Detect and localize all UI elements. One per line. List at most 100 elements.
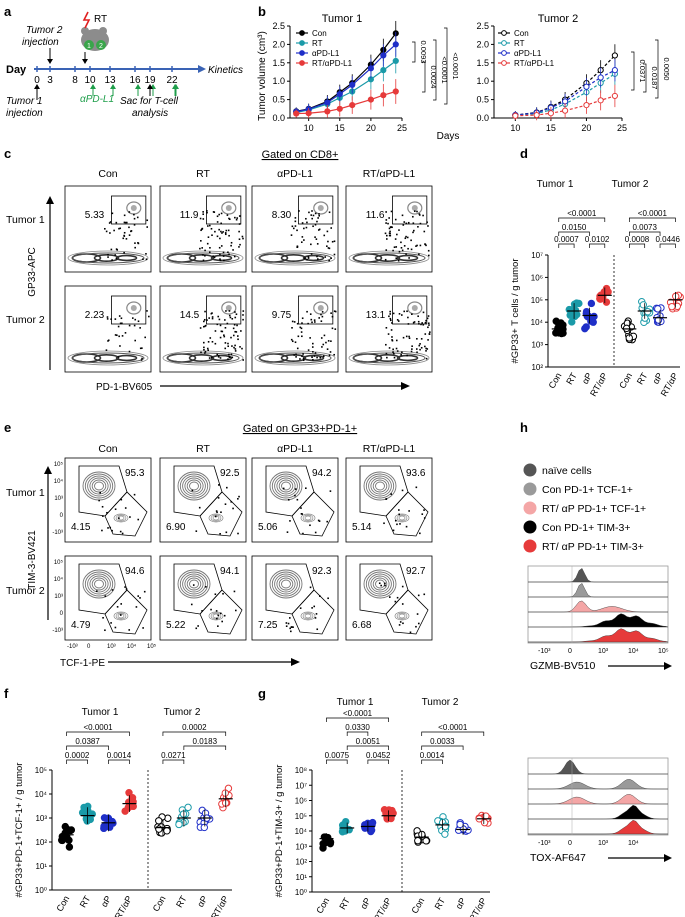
positive-cluster-core (411, 205, 418, 211)
data-point (100, 814, 109, 822)
y-tick-label: 2.5 (272, 21, 285, 31)
event-dot (106, 318, 109, 320)
y-tick-label: 10⁶ (531, 273, 543, 282)
event-dot (232, 507, 234, 510)
event-dot (239, 243, 241, 246)
event-dot (289, 520, 291, 522)
gate-percentage: 11.9 (180, 210, 199, 221)
event-dot (306, 258, 308, 261)
event-dot (415, 245, 417, 247)
event-dot (329, 351, 332, 353)
event-dot (219, 532, 221, 535)
positive-cluster (407, 301, 423, 315)
event-dot (230, 244, 232, 247)
event-dot (191, 489, 194, 492)
event-dot (285, 625, 288, 628)
event-dot (108, 222, 111, 224)
event-dot (302, 353, 304, 355)
event-dot (208, 317, 210, 319)
event-dot (318, 520, 321, 522)
data-point (568, 318, 576, 326)
x-tick-label: 15 (335, 123, 345, 133)
event-dot (388, 217, 390, 219)
event-dot (140, 359, 143, 361)
event-dot (307, 256, 310, 258)
panel-c-flow-grid: Con RT αPD-L1 RT/αPD-L1 Tumor 1 Tumor 2 5.33 11… (6, 168, 433, 393)
event-dot (236, 324, 238, 327)
legend-marker (299, 40, 305, 46)
contour-band (71, 352, 145, 364)
event-dot (210, 608, 212, 611)
e-y-tick: -10³ (52, 628, 63, 634)
data-point (293, 110, 300, 117)
pvalue-label: 0.0050 (662, 58, 671, 81)
event-dot (289, 627, 291, 630)
event-dot (389, 313, 392, 315)
event-dot (216, 617, 218, 620)
event-dot (219, 357, 222, 359)
histogram-1 (528, 583, 668, 598)
event-dot (290, 234, 293, 236)
event-dot (314, 617, 317, 619)
event-dot (388, 234, 391, 237)
g-tumor2-label: Tumor 2 (422, 697, 459, 708)
data-point (305, 110, 312, 117)
contour-line (91, 577, 107, 591)
pvalue-bracket (66, 745, 109, 750)
tim3-percentage: 93.6 (406, 468, 426, 479)
y-axis-label: #GP33+ T cells / g tumor (510, 259, 521, 364)
x-category-label: RT (564, 371, 579, 387)
event-dot (384, 584, 386, 587)
contour-band (258, 352, 332, 364)
x-tick-label: 25 (397, 123, 407, 133)
event-dot (233, 590, 236, 593)
event-dot (305, 217, 307, 220)
event-dot (418, 214, 421, 216)
event-dot (287, 622, 290, 625)
tcf1-percentage: 6.68 (352, 620, 372, 631)
event-dot (208, 224, 211, 227)
event-dot (204, 352, 206, 354)
event-dot (226, 486, 228, 489)
event-dot (101, 529, 103, 532)
event-dot (330, 312, 332, 314)
event-dot (98, 499, 100, 502)
event-dot (119, 614, 122, 616)
days-xlabel: Days (437, 131, 460, 142)
event-dot (408, 510, 410, 512)
event-dot (396, 596, 399, 599)
event-dot (299, 607, 302, 609)
legend-marker (501, 50, 507, 56)
event-dot (237, 498, 239, 500)
e-y-tick: 0 (60, 611, 64, 617)
event-dot (297, 335, 300, 338)
pvalue-label: <0.0001 (440, 56, 449, 83)
tumor1-growth-chart: 0.0 0.5 1.0 1.5 2.0 2.5 10 15 20 25 ConRTαPD-L1RT/… (272, 20, 460, 133)
hist-tick: -10³ (538, 648, 551, 655)
panel-a-timeline: Tumor 2 injection 1 2 RT Day 0 3 8 10 13 16 19… (6, 11, 243, 119)
event-dot (226, 322, 229, 325)
tcf1-percentage: 7.25 (258, 620, 278, 631)
e-x-tick: 0 (87, 644, 91, 650)
e-xaxis-label: TCF-1-PE (60, 658, 105, 669)
event-dot (395, 246, 398, 248)
positive-cluster (313, 201, 329, 215)
data-point (611, 67, 618, 74)
event-dot (422, 214, 424, 217)
pvalue-bracket (558, 243, 575, 248)
pvalue-label: <0.0001 (638, 209, 668, 218)
event-dot (235, 313, 238, 316)
event-dot (385, 211, 387, 213)
event-dot (408, 335, 410, 338)
data-point (414, 836, 422, 845)
pvalue-bracket (628, 217, 676, 222)
event-dot (233, 323, 236, 326)
positive-cluster-core (130, 205, 137, 211)
c-yaxis-label: GP33-APC (27, 247, 38, 296)
tumor2-injection-line2: injection (22, 37, 59, 48)
event-dot (206, 242, 209, 245)
tim3-percentage: 95.3 (125, 468, 145, 479)
data-point (326, 839, 335, 848)
y-tick-label: 0.5 (272, 95, 285, 105)
pvalue-label: 0.0024 (429, 66, 438, 89)
